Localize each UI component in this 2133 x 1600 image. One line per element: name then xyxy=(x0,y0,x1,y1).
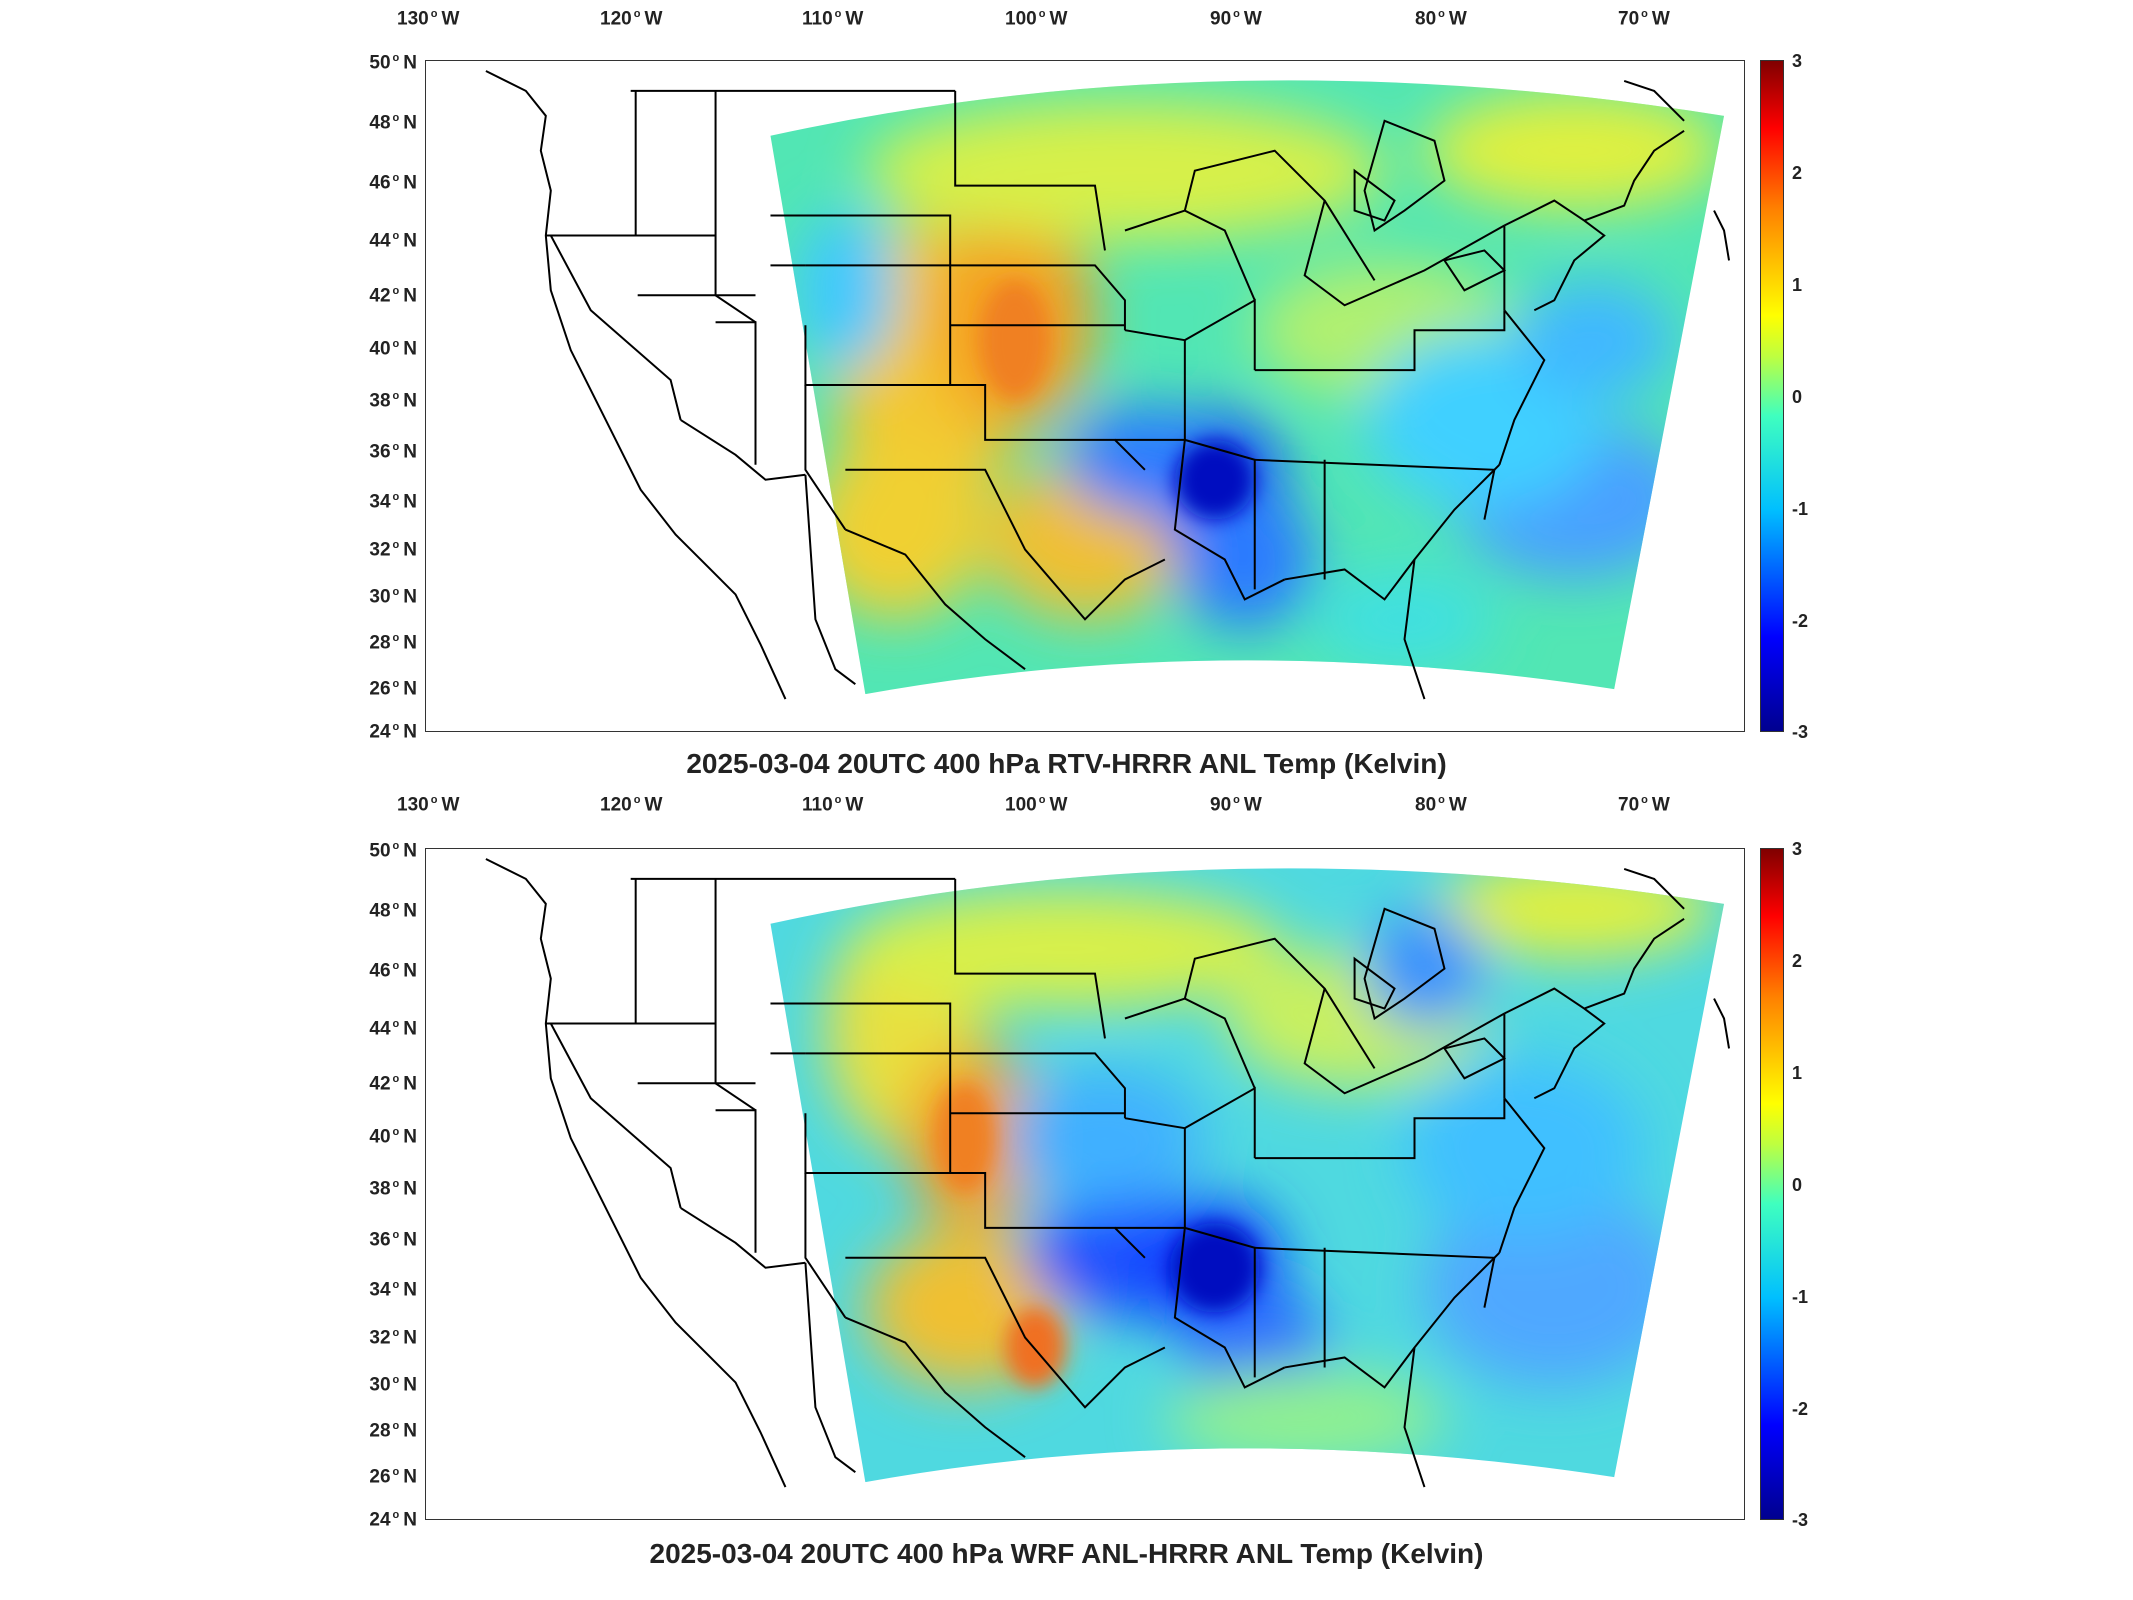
lat-tick: 38 o N xyxy=(369,1178,417,1200)
lon-tick: 100 o W xyxy=(1005,794,1068,816)
lon-tick: 80 o W xyxy=(1415,794,1467,816)
lat-tick: 28 o N xyxy=(369,1420,417,1442)
colorbar-tick: -2 xyxy=(1792,611,1809,631)
lat-tick: 44 o N xyxy=(369,230,417,252)
colorbar-tick: -3 xyxy=(1792,1510,1809,1530)
map-title: 2025-03-04 20UTC 400 hPa WRF ANL-HRRR AN… xyxy=(649,1538,1484,1569)
temperature-difference-map xyxy=(485,70,1731,700)
lat-tick: 48 o N xyxy=(369,900,417,922)
colorbar-tick: 2 xyxy=(1792,163,1803,183)
lon-tick: 90 o W xyxy=(1210,8,1262,30)
colorbar-tick: 1 xyxy=(1792,1063,1803,1083)
colorbar-tick: 0 xyxy=(1792,1175,1803,1195)
lat-tick: 40 o N xyxy=(369,338,417,360)
lat-tick: 50 o N xyxy=(369,840,417,862)
coastlines-and-boundaries xyxy=(485,70,1731,700)
lon-tick: 120 o W xyxy=(600,794,663,816)
lat-tick: 50 o N xyxy=(369,52,417,74)
lon-tick: 80 o W xyxy=(1415,8,1467,30)
lat-tick: 24 o N xyxy=(369,721,417,743)
temperature-difference-map xyxy=(485,858,1731,1488)
colorbar xyxy=(1760,848,1784,1520)
lon-tick: 130 o W xyxy=(397,794,460,816)
colorbar-tick: -1 xyxy=(1792,499,1809,519)
lat-tick: 46 o N xyxy=(369,172,417,194)
colorbar-tick: 2 xyxy=(1792,951,1803,971)
map-plot-area xyxy=(425,848,1745,1520)
lat-tick: 40 o N xyxy=(369,1126,417,1148)
lat-tick: 30 o N xyxy=(369,586,417,608)
lat-tick: 42 o N xyxy=(369,285,417,307)
colorbar-tick: 3 xyxy=(1792,51,1803,71)
lon-tick: 130 o W xyxy=(397,8,460,30)
lon-tick: 100 o W xyxy=(1005,8,1068,30)
lat-tick: 34 o N xyxy=(369,1279,417,1301)
lon-tick: 110 o W xyxy=(802,8,864,30)
data-field xyxy=(770,80,1725,695)
lat-tick: 46 o N xyxy=(369,960,417,982)
colorbar-tick: -3 xyxy=(1792,722,1809,742)
top-map-panel: 130 o W 120 o W 110 o W 100 o W 90 o W 80 o W 70 o W 5… xyxy=(0,0,2133,790)
coastlines-and-boundaries xyxy=(485,858,1731,1488)
map-title: 2025-03-04 20UTC 400 hPa RTV-HRRR ANL Te… xyxy=(686,748,1447,779)
lat-tick: 26 o N xyxy=(369,1466,417,1488)
lat-tick: 28 o N xyxy=(369,632,417,654)
colorbar-tick: -1 xyxy=(1792,1287,1809,1307)
colorbar-tick: 0 xyxy=(1792,387,1803,407)
lat-tick: 36 o N xyxy=(369,441,417,463)
lat-tick: 30 o N xyxy=(369,1374,417,1396)
colorbar xyxy=(1760,60,1784,732)
colorbar-tick: -2 xyxy=(1792,1399,1809,1419)
lat-tick: 24 o N xyxy=(369,1509,417,1531)
lon-tick: 70 o W xyxy=(1618,8,1670,30)
lat-tick: 34 o N xyxy=(369,491,417,513)
lat-tick: 36 o N xyxy=(369,1229,417,1251)
lat-tick: 32 o N xyxy=(369,539,417,561)
lat-tick: 32 o N xyxy=(369,1327,417,1349)
lat-tick: 38 o N xyxy=(369,390,417,412)
lat-tick: 42 o N xyxy=(369,1073,417,1095)
lon-tick: 120 o W xyxy=(600,8,663,30)
lon-tick: 110 o W xyxy=(802,794,864,816)
data-field xyxy=(770,868,1725,1483)
lat-tick: 44 o N xyxy=(369,1018,417,1040)
bottom-map-panel: 130 o W 120 o W 110 o W 100 o W 90 o W 80 o W 70 o W 5… xyxy=(0,790,2133,1600)
lat-tick: 26 o N xyxy=(369,678,417,700)
lon-tick: 70 o W xyxy=(1618,794,1670,816)
lon-tick: 90 o W xyxy=(1210,794,1262,816)
colorbar-tick: 1 xyxy=(1792,275,1803,295)
map-plot-area xyxy=(425,60,1745,732)
colorbar-tick: 3 xyxy=(1792,839,1803,859)
lat-tick: 48 o N xyxy=(369,112,417,134)
